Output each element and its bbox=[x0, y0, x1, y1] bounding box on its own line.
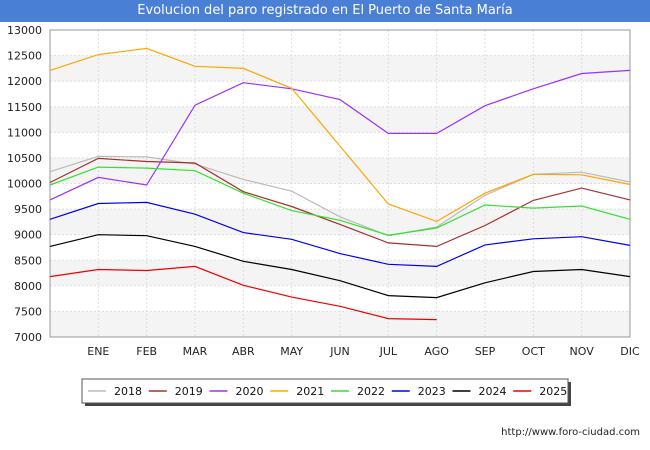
footer-url[interactable]: http://www.foro-ciudad.com bbox=[501, 427, 640, 438]
series-line-2020 bbox=[49, 69, 631, 201]
legend-label-2019: 2019 bbox=[175, 385, 203, 398]
x-tick-label: JUL bbox=[379, 345, 398, 358]
x-tick-label: MAR bbox=[183, 345, 208, 358]
x-tick-label: OCT bbox=[522, 345, 545, 358]
legend-label-2023: 2023 bbox=[418, 385, 446, 398]
y-tick-label: 13000 bbox=[7, 24, 42, 37]
x-tick-label: AGO bbox=[424, 345, 449, 358]
x-tick-label: ENE bbox=[87, 345, 109, 358]
legend-label-2022: 2022 bbox=[357, 385, 385, 398]
legend bbox=[81, 378, 569, 404]
y-tick-label: 9000 bbox=[14, 229, 42, 242]
legend-label-2020: 2020 bbox=[236, 385, 264, 398]
y-tick-label: 11000 bbox=[7, 126, 42, 139]
grid-band bbox=[50, 132, 630, 158]
x-tick-label: JUN bbox=[329, 345, 350, 358]
legend-label-2024: 2024 bbox=[479, 385, 507, 398]
y-tick-label: 12000 bbox=[7, 75, 42, 88]
legend-label-2025: 2025 bbox=[539, 385, 567, 398]
chart-title: Evolucion del paro registrado en El Puer… bbox=[0, 0, 650, 22]
x-tick-label: ABR bbox=[232, 345, 255, 358]
plot-border bbox=[49, 29, 631, 338]
legend-label-2021: 2021 bbox=[296, 385, 324, 398]
series-line-2024 bbox=[49, 234, 631, 299]
y-tick-label: 7000 bbox=[14, 331, 42, 344]
y-tick-label: 12500 bbox=[7, 50, 42, 63]
x-tick-label: MAY bbox=[280, 345, 303, 358]
grid-band bbox=[50, 260, 630, 286]
y-tick-label: 7500 bbox=[14, 305, 42, 318]
series-line-2021 bbox=[49, 47, 631, 223]
legend-label-2018: 2018 bbox=[114, 385, 142, 398]
series-line-2019 bbox=[49, 157, 631, 248]
x-tick-label: NOV bbox=[570, 345, 595, 358]
y-tick-label: 10000 bbox=[7, 178, 42, 191]
x-tick-label: SEP bbox=[475, 345, 496, 358]
series-line-2025 bbox=[49, 265, 437, 321]
series-line-2023 bbox=[49, 201, 631, 268]
y-tick-label: 11500 bbox=[7, 101, 42, 114]
y-tick-label: 8500 bbox=[14, 254, 42, 267]
x-tick-label: FEB bbox=[136, 345, 157, 358]
y-tick-label: 9500 bbox=[14, 203, 42, 216]
y-tick-label: 10500 bbox=[7, 152, 42, 165]
x-tick-label: DIC bbox=[620, 345, 640, 358]
series-line-2022 bbox=[49, 166, 631, 236]
y-tick-label: 8000 bbox=[14, 280, 42, 293]
